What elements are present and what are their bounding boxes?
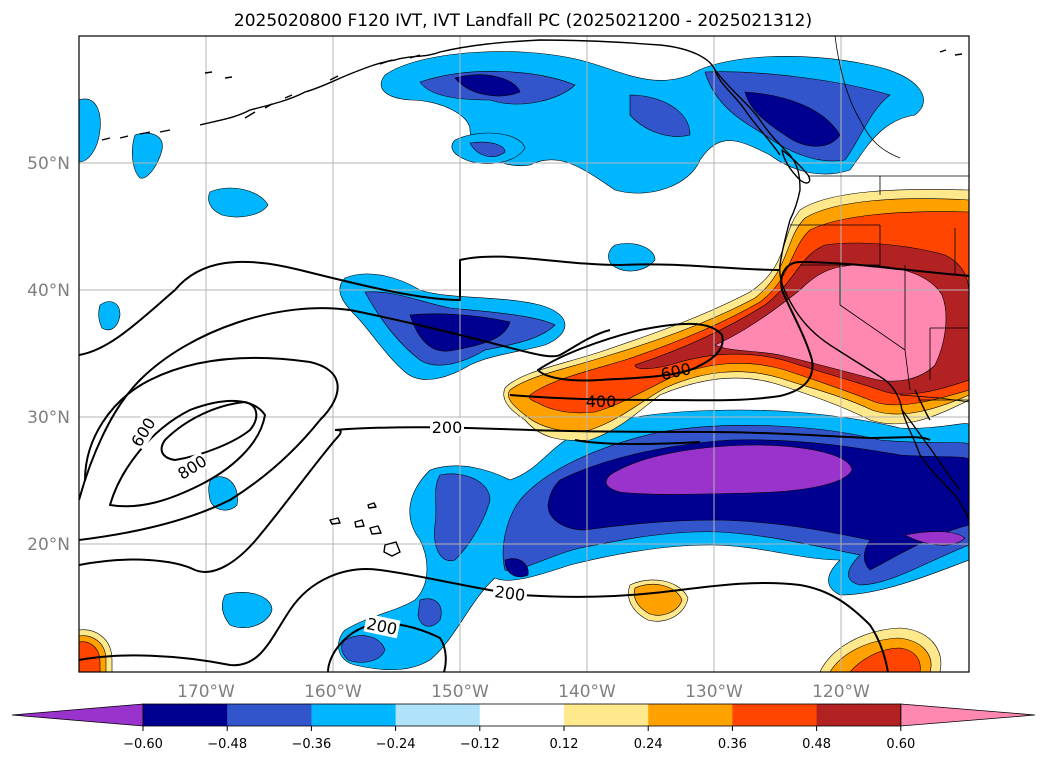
- shade-region: [341, 635, 386, 663]
- vancouver-island: [781, 149, 811, 184]
- colorbar-segment: [648, 704, 733, 726]
- contour-label: 200: [493, 582, 526, 605]
- colorbar-segment: [732, 704, 818, 726]
- contour-line: [574, 439, 701, 446]
- colorbar-segment: [564, 704, 649, 726]
- ivt-contours: [79, 255, 969, 672]
- shade-region: [79, 98, 101, 163]
- colorbar-tick-label: −0.12: [460, 737, 500, 752]
- lat-tick-label: 40°N: [27, 281, 70, 301]
- contour-line: [79, 429, 342, 573]
- alaska-coastline: [199, 39, 781, 156]
- contour-line: [160, 401, 258, 461]
- shade-region: [221, 592, 273, 629]
- us-west-coastline: [779, 219, 969, 521]
- colorbar-segment: [479, 704, 565, 726]
- shade-region: [904, 531, 966, 546]
- lon-tick-label: 160°W: [304, 682, 362, 702]
- contour-line: [327, 622, 447, 672]
- shade-region: [744, 91, 841, 147]
- colorbar-tick-label: −0.36: [291, 737, 331, 752]
- lon-tick-label: 150°W: [431, 682, 489, 702]
- contour-line: [509, 261, 969, 402]
- shade-region: [417, 598, 442, 627]
- lat-tick-label: 50°N: [27, 154, 70, 174]
- colorbar-segment: [816, 704, 902, 726]
- map-panel: 600 800 200 400 600 200 200: [78, 35, 970, 673]
- political-borders: [790, 36, 969, 403]
- lon-tick-label: 120°W: [812, 682, 870, 702]
- shade-region: [208, 187, 269, 218]
- state-border: [790, 176, 969, 401]
- coastlines: [101, 39, 969, 557]
- contour-label: 200: [432, 418, 463, 437]
- contour-line: [537, 322, 724, 382]
- colorbar-tick-label: −0.48: [207, 737, 247, 752]
- alaska-islands: [101, 49, 963, 141]
- colorbar-segment: [143, 704, 228, 726]
- bc-coastline: [714, 69, 801, 221]
- shade-region: [131, 132, 163, 179]
- colorbar-segment: [227, 704, 312, 726]
- colorbar: −0.60 −0.48 −0.36 −0.24 −0.12 0.12 0.24 0.36 0.4…: [11, 703, 1036, 752]
- lat-tick-label: 20°N: [27, 535, 70, 555]
- shade-region: [454, 74, 521, 97]
- colorbar-tick-label: 0.48: [802, 737, 831, 752]
- lat-tick-labels: 50°N 40°N 30°N 20°N: [27, 154, 70, 555]
- hawaii-islands: [329, 502, 401, 557]
- gridlines: [79, 36, 969, 672]
- contour-label: 400: [586, 392, 617, 411]
- shade-region: [98, 301, 121, 331]
- shade-region: [605, 444, 853, 495]
- colorbar-tick-label: 0.60: [886, 737, 915, 752]
- colorbar-tick-label: 0.12: [550, 737, 579, 752]
- lon-tick-label: 170°W: [177, 682, 235, 702]
- colorbar-tick-label: 0.24: [634, 737, 663, 752]
- lon-tick-label: 130°W: [685, 682, 743, 702]
- contour-line: [79, 357, 339, 541]
- contour-line: [79, 255, 781, 356]
- colorbar-tick-label: −0.24: [376, 737, 416, 752]
- shade-region: [469, 141, 506, 157]
- lon-tick-label: 140°W: [558, 682, 616, 702]
- colorbar-extend-high: [900, 703, 1036, 727]
- shade-region: [504, 558, 529, 578]
- mexico-border: [899, 394, 969, 403]
- shade-region: [79, 641, 101, 672]
- shade-region: [208, 476, 238, 511]
- shade-region: [629, 94, 691, 137]
- baja-california: [901, 389, 961, 491]
- positive-pc-regions: [79, 189, 969, 672]
- lon-tick-labels: 170°W 160°W 150°W 140°W 130°W 120°W: [177, 682, 870, 702]
- shade-region: [434, 473, 491, 562]
- map-frame: [78, 35, 970, 673]
- colorbar-segment: [311, 704, 397, 726]
- figure-title: 2025020800 F120 IVT, IVT Landfall PC (20…: [234, 11, 812, 31]
- colorbar-segment: [395, 704, 481, 726]
- colorbar-tick-label: −0.60: [123, 737, 163, 752]
- alaska-canada-border: [834, 36, 901, 159]
- colorbar-tick-label: 0.36: [718, 737, 747, 752]
- colorbar-extend-low: [11, 703, 144, 727]
- lat-tick-label: 30°N: [27, 408, 70, 428]
- colorbar-frame: [142, 703, 902, 727]
